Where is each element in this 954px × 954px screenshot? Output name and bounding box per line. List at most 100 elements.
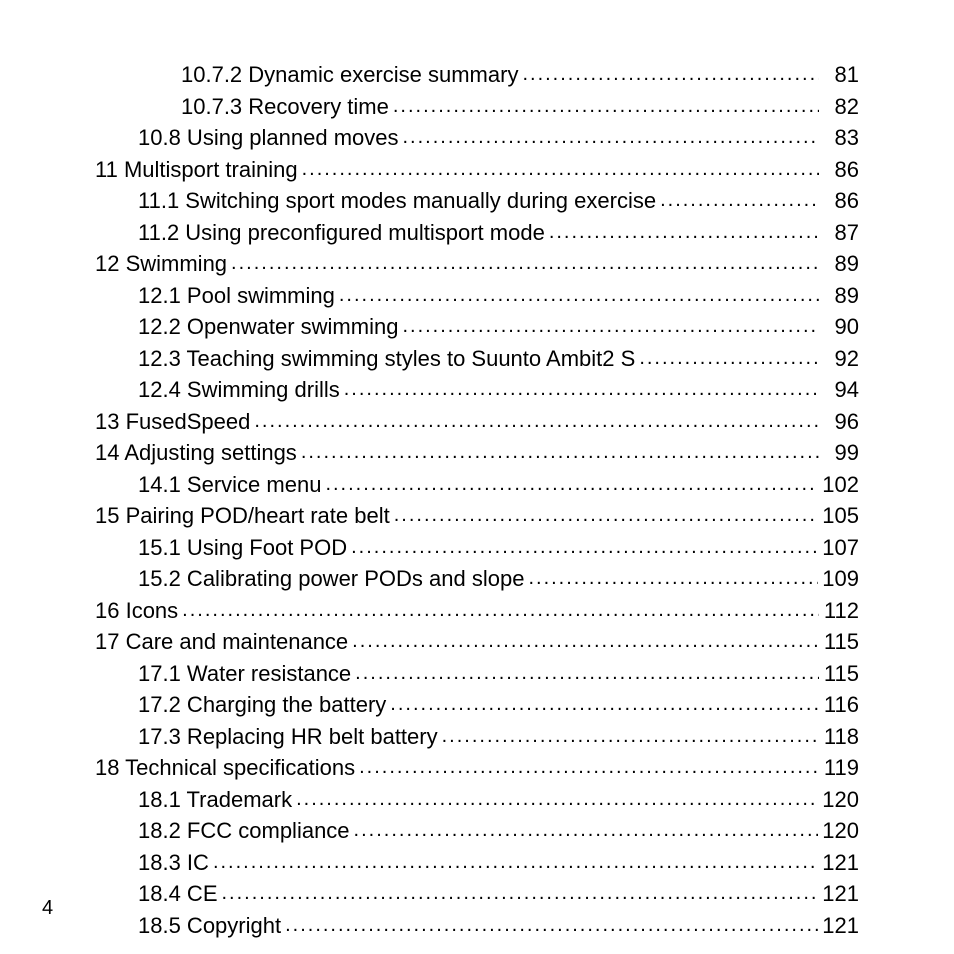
toc-page-number: 83 [823,123,859,153]
table-of-contents: 10.7.2 Dynamic exercise summary 8110.7.3 … [95,60,859,942]
toc-entry[interactable]: 10.8 Using planned moves 83 [95,123,859,155]
toc-entry[interactable]: 10.7.2 Dynamic exercise summary 81 [95,60,859,92]
toc-page-number: 81 [823,60,859,90]
toc-page-number: 120 [822,816,859,846]
toc-entry[interactable]: 12.4 Swimming drills 94 [95,375,859,407]
toc-page-number: 121 [822,911,859,941]
toc-label: 17.1 Water resistance [138,659,351,689]
toc-entry[interactable]: 16 Icons 112 [95,596,859,628]
toc-leader-dots [660,186,819,218]
toc-page-number: 109 [822,564,859,594]
toc-page-number: 118 [823,722,859,752]
toc-page-number: 92 [823,344,859,374]
toc-entry[interactable]: 15.2 Calibrating power PODs and slope 109 [95,564,859,596]
toc-page-number: 102 [822,470,859,500]
toc-leader-dots [442,722,819,754]
toc-page-number: 94 [823,375,859,405]
toc-leader-dots [254,407,819,439]
toc-page-number: 116 [823,690,859,720]
toc-entry[interactable]: 13 FusedSpeed 96 [95,407,859,439]
toc-label: 12.4 Swimming drills [138,375,340,405]
toc-leader-dots [354,816,819,848]
toc-label: 18.3 IC [138,848,209,878]
toc-entry[interactable]: 12 Swimming 89 [95,249,859,281]
toc-label: 12.2 Openwater swimming [138,312,398,342]
toc-entry[interactable]: 18.1 Trademark120 [95,785,859,817]
toc-page-number: 96 [823,407,859,437]
toc-label: 10.8 Using planned moves [138,123,399,153]
toc-leader-dots [402,312,819,344]
toc-page-number: 86 [823,186,859,216]
toc-leader-dots [549,218,819,250]
toc-entry[interactable]: 11 Multisport training86 [95,155,859,187]
toc-label: 15.2 Calibrating power PODs and slope [138,564,524,594]
toc-entry[interactable]: 18.2 FCC compliance 120 [95,816,859,848]
toc-entry[interactable]: 15 Pairing POD/heart rate belt 105 [95,501,859,533]
toc-page-number: 89 [823,249,859,279]
toc-label: 15 Pairing POD/heart rate belt [95,501,390,531]
toc-leader-dots [394,501,819,533]
page-number: 4 [42,897,53,920]
toc-entry[interactable]: 12.3 Teaching swimming styles to Suunto … [95,344,859,376]
toc-label: 18.5 Copyright [138,911,281,941]
toc-page-number: 112 [823,596,859,626]
toc-label: 17.3 Replacing HR belt battery [138,722,438,752]
toc-label: 13 FusedSpeed [95,407,250,437]
toc-entry[interactable]: 11.1 Switching sport modes manually duri… [95,186,859,218]
toc-leader-dots [182,596,819,628]
toc-page-number: 105 [822,501,859,531]
toc-entry[interactable]: 12.1 Pool swimming 89 [95,281,859,313]
toc-leader-dots [393,92,819,124]
toc-leader-dots [213,848,818,880]
toc-page-number: 87 [823,218,859,248]
toc-entry[interactable]: 15.1 Using Foot POD107 [95,533,859,565]
toc-leader-dots [403,123,820,155]
toc-entry[interactable]: 17 Care and maintenance 115 [95,627,859,659]
toc-entry[interactable]: 11.2 Using preconfigured multisport mode… [95,218,859,250]
toc-leader-dots [390,690,819,722]
toc-entry[interactable]: 17.3 Replacing HR belt battery 118 [95,722,859,754]
toc-leader-dots [222,879,819,911]
toc-leader-dots [302,155,819,187]
toc-leader-dots [359,753,819,785]
toc-entry[interactable]: 10.7.3 Recovery time82 [95,92,859,124]
toc-leader-dots [355,659,819,691]
toc-entry[interactable]: 17.1 Water resistance 115 [95,659,859,691]
toc-label: 18.4 CE [138,879,218,909]
toc-entry[interactable]: 12.2 Openwater swimming 90 [95,312,859,344]
toc-label: 16 Icons [95,596,178,626]
toc-page-number: 115 [823,659,859,689]
toc-page-number: 82 [823,92,859,122]
toc-leader-dots [296,785,818,817]
toc-leader-dots [231,249,819,281]
toc-entry[interactable]: 14 Adjusting settings99 [95,438,859,470]
toc-label: 17.2 Charging the battery [138,690,386,720]
toc-label: 11.1 Switching sport modes manually duri… [138,186,656,216]
toc-label: 14.1 Service menu [138,470,321,500]
toc-entry[interactable]: 17.2 Charging the battery 116 [95,690,859,722]
toc-label: 10.7.2 Dynamic exercise summary [181,60,518,90]
toc-entry[interactable]: 14.1 Service menu 102 [95,470,859,502]
toc-entry[interactable]: 18.5 Copyright 121 [95,911,859,943]
toc-leader-dots [301,438,819,470]
toc-page-number: 121 [822,879,859,909]
toc-page-number: 99 [823,438,859,468]
toc-label: 17 Care and maintenance [95,627,348,657]
toc-page-number: 115 [823,627,859,657]
toc-label: 12.1 Pool swimming [138,281,335,311]
toc-label: 12 Swimming [95,249,227,279]
toc-entry[interactable]: 18.4 CE 121 [95,879,859,911]
toc-entry[interactable]: 18.3 IC121 [95,848,859,880]
toc-page-number: 119 [823,753,859,783]
toc-leader-dots [528,564,818,596]
toc-leader-dots [339,281,819,313]
toc-leader-dots [639,344,819,376]
toc-entry[interactable]: 18 Technical specifications119 [95,753,859,785]
toc-leader-dots [352,627,819,659]
toc-page-number: 89 [823,281,859,311]
toc-label: 18.2 FCC compliance [138,816,350,846]
toc-label: 15.1 Using Foot POD [138,533,347,563]
toc-leader-dots [344,375,819,407]
toc-page-number: 90 [823,312,859,342]
toc-label: 11 Multisport training [95,155,298,185]
